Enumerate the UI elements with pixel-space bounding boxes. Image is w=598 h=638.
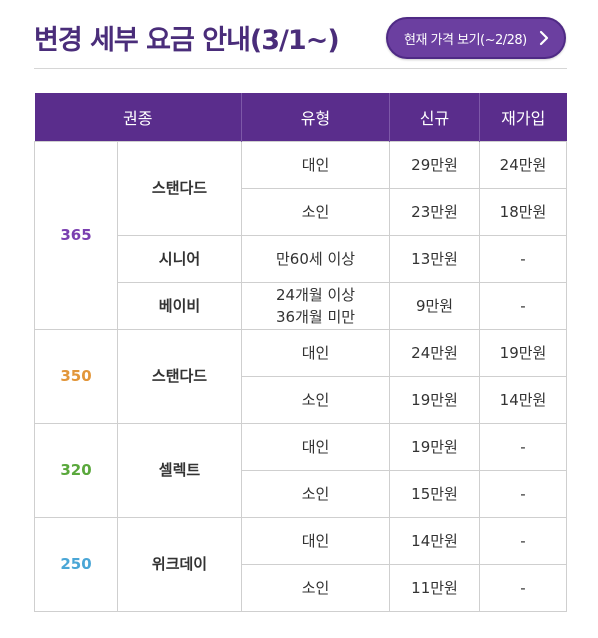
ticket-type: 스탠다드: [116, 140, 243, 236]
rejoin-price-cell: 24만원: [479, 140, 568, 189]
category-320: 320: [34, 422, 118, 518]
category-365: 365: [34, 140, 118, 330]
ticket-type: 스탠다드: [116, 328, 243, 424]
table-row: 소인 23만원 18만원: [35, 187, 568, 236]
rejoin-price-cell: 19만원: [479, 328, 568, 377]
rejoin-price-cell: 14만원: [479, 375, 568, 424]
current-price-button[interactable]: 현재 가격 보기(~2/28): [386, 17, 566, 59]
price-table: 권종 유형 신규 재가입 365 스탠다드 대인 29만원 24만원 소인 23…: [34, 93, 568, 612]
kind-cell: 소인: [241, 187, 391, 236]
rejoin-price-cell: -: [479, 516, 568, 565]
kind-cell: 대인: [241, 422, 391, 471]
category-250: 250: [34, 516, 118, 612]
kind-cell: 소인: [241, 469, 391, 518]
header-rejoin: 재가입: [479, 93, 567, 141]
new-price-cell: 24만원: [389, 328, 481, 377]
table-row: 250 위크데이 대인 14만원 -: [34, 516, 568, 612]
table-row: 시니어 만60세 이상 13만원 -: [35, 234, 568, 283]
header-ticket: 권종: [34, 93, 242, 141]
page-title: 변경 세부 요금 안내(3/1~): [34, 25, 340, 56]
kind-line: 24개월 이상: [275, 285, 356, 304]
table-row: 소인 11만원 -: [35, 563, 568, 612]
table-header-row: 권종 유형 신규 재가입: [34, 93, 567, 141]
current-price-button-label: 현재 가격 보기(~2/28): [404, 32, 527, 48]
new-price-cell: 13만원: [389, 234, 481, 283]
rejoin-price-cell: -: [479, 563, 568, 612]
kind-line: 36개월 미만: [275, 307, 356, 326]
header-new: 신규: [389, 93, 480, 141]
new-price-cell: 14만원: [389, 516, 481, 565]
rejoin-price-cell: 18만원: [479, 187, 568, 236]
header-type: 유형: [241, 93, 390, 141]
kind-cell: 24개월 이상 36개월 미만: [241, 281, 391, 330]
table-row: 350 스탠다드 대인 24만원 19만원: [34, 328, 568, 424]
new-price-cell: 15만원: [389, 469, 481, 518]
kind-cell: 소인: [241, 563, 391, 612]
kind-cell: 대인: [241, 516, 391, 565]
ticket-type: 셀렉트: [116, 422, 243, 518]
table-row: 베이비 24개월 이상 36개월 미만 9만원 -: [35, 281, 568, 330]
table-row: 소인 19만원 14만원: [35, 375, 568, 424]
kind-cell: 대인: [241, 140, 391, 189]
table-row: 소인 15만원 -: [35, 469, 568, 518]
ticket-type: 시니어: [116, 234, 243, 283]
new-price-cell: 19만원: [389, 375, 481, 424]
ticket-type: 베이비: [116, 281, 243, 330]
kind-cell: 소인: [241, 375, 391, 424]
new-price-cell: 23만원: [389, 187, 481, 236]
new-price-cell: 11만원: [389, 563, 481, 612]
page-header: 변경 세부 요금 안내(3/1~) 현재 가격 보기(~2/28): [0, 0, 598, 72]
table-row: 320 셀렉트 대인 19만원 -: [34, 422, 568, 518]
new-price-cell: 19만원: [389, 422, 481, 471]
kind-cell: 대인: [241, 328, 391, 377]
new-price-cell: 9만원: [389, 281, 481, 330]
category-350: 350: [34, 328, 118, 424]
rejoin-price-cell: -: [479, 281, 568, 330]
chevron-right-icon: [539, 30, 549, 46]
table-row: 365 스탠다드 대인 29만원 24만원: [34, 140, 568, 330]
rejoin-price-cell: -: [479, 234, 568, 283]
rejoin-price-cell: -: [479, 422, 568, 471]
rejoin-price-cell: -: [479, 469, 568, 518]
kind-cell: 만60세 이상: [241, 234, 391, 283]
new-price-cell: 29만원: [389, 140, 481, 189]
header-divider: [34, 68, 567, 69]
ticket-type: 위크데이: [116, 516, 243, 612]
